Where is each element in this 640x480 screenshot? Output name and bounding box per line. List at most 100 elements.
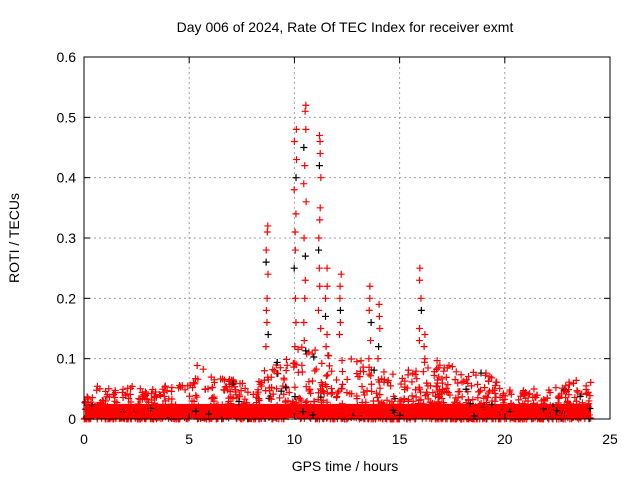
data-point	[417, 294, 425, 302]
data-point	[372, 389, 380, 397]
data-point	[135, 395, 143, 403]
data-point	[333, 394, 341, 402]
data-point	[442, 373, 450, 381]
data-point	[301, 294, 309, 302]
data-point	[476, 388, 484, 396]
data-point	[389, 406, 397, 414]
data-point	[451, 376, 459, 384]
data-point	[457, 371, 465, 379]
data-point	[408, 378, 416, 386]
data-point	[280, 408, 288, 416]
data-point	[474, 380, 482, 388]
data-point	[465, 372, 473, 380]
data-point	[291, 228, 299, 236]
data-point	[307, 389, 315, 397]
data-point	[515, 408, 523, 416]
data-point	[285, 389, 293, 397]
data-point	[328, 367, 336, 375]
data-point	[586, 405, 594, 413]
data-point	[352, 414, 360, 422]
data-point	[300, 337, 308, 345]
data-point	[343, 389, 351, 397]
data-point	[240, 400, 248, 408]
data-point	[324, 371, 332, 379]
data-point	[336, 306, 344, 314]
data-point	[249, 390, 257, 398]
data-point	[216, 408, 224, 416]
data-point	[291, 393, 299, 401]
plot-frame	[83, 56, 611, 420]
data-point	[260, 414, 268, 422]
data-point	[315, 246, 323, 254]
data-point	[225, 377, 233, 385]
data-point	[465, 414, 473, 422]
data-point	[540, 395, 548, 403]
data-point	[573, 387, 581, 395]
data-point	[438, 385, 446, 393]
data-point	[298, 343, 306, 351]
data-point	[325, 362, 333, 370]
data-point	[181, 386, 189, 394]
data-point	[301, 107, 309, 115]
data-point	[233, 394, 241, 402]
data-point	[301, 162, 309, 170]
data-point	[336, 402, 344, 410]
data-point	[369, 397, 377, 405]
data-point	[420, 343, 428, 351]
data-point	[323, 402, 331, 410]
data-point	[145, 405, 153, 413]
data-point	[88, 394, 96, 402]
data-point	[315, 405, 323, 413]
data-point	[301, 276, 309, 284]
data-point	[576, 392, 584, 400]
data-point	[262, 343, 270, 351]
data-point	[358, 399, 366, 407]
data-point	[401, 409, 409, 417]
data-point	[343, 375, 351, 383]
data-point	[326, 403, 334, 411]
data-point	[310, 398, 318, 406]
data-point	[291, 383, 299, 391]
data-point	[415, 325, 423, 332]
data-point	[307, 402, 315, 410]
data-point	[434, 399, 442, 407]
data-point	[151, 403, 159, 411]
data-point	[425, 404, 433, 412]
data-point	[487, 410, 495, 418]
data-point	[235, 397, 243, 405]
data-point	[93, 382, 101, 390]
data-point	[464, 379, 472, 387]
data-point	[190, 397, 198, 405]
data-point	[337, 270, 345, 278]
data-point	[353, 395, 361, 403]
data-point	[300, 144, 308, 151]
data-point	[336, 294, 344, 302]
data-point	[360, 388, 368, 396]
data-point	[472, 403, 480, 411]
data-point	[152, 388, 160, 396]
data-point	[491, 382, 499, 390]
data-point	[264, 270, 272, 278]
data-point	[491, 397, 499, 405]
data-point	[415, 400, 423, 408]
data-point	[374, 376, 382, 384]
data-point	[136, 404, 144, 412]
data-point	[189, 384, 197, 392]
data-point	[316, 204, 324, 212]
x-tick-label: 20	[497, 431, 513, 447]
data-point	[517, 392, 525, 400]
data-point	[121, 391, 129, 399]
data-point	[375, 300, 383, 308]
data-point	[227, 400, 235, 408]
data-point	[398, 375, 406, 383]
data-point	[189, 379, 197, 387]
data-point	[282, 367, 290, 375]
data-point	[520, 411, 528, 419]
data-point	[328, 385, 336, 393]
data-point	[289, 359, 297, 367]
data-point	[237, 387, 245, 395]
data-point	[507, 400, 515, 408]
data-point	[300, 318, 308, 326]
data-point	[241, 407, 249, 415]
data-point	[409, 397, 417, 405]
